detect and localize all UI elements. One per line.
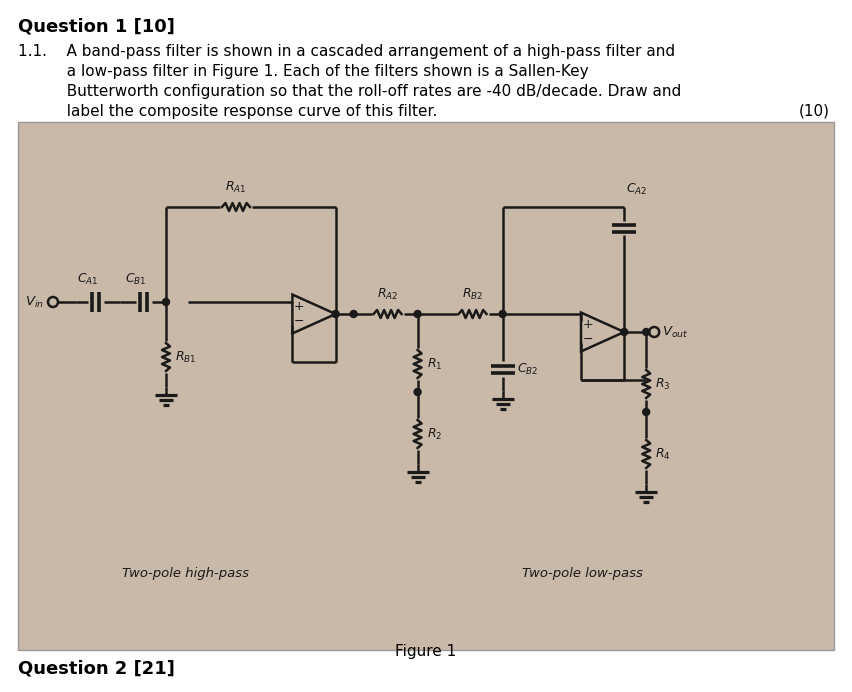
Circle shape: [642, 329, 649, 336]
Text: $R_{A2}$: $R_{A2}$: [377, 287, 398, 302]
Text: Two-pole low-pass: Two-pole low-pass: [521, 567, 642, 580]
Circle shape: [620, 329, 627, 336]
Text: −: −: [293, 315, 304, 328]
Text: $R_2$: $R_2$: [426, 426, 441, 441]
Text: Question 2 [21]: Question 2 [21]: [18, 659, 175, 677]
Text: Figure 1: Figure 1: [395, 644, 456, 659]
Circle shape: [331, 311, 339, 318]
Text: $R_{B1}$: $R_{B1}$: [175, 349, 196, 365]
Text: $V_{out}$: $V_{out}$: [661, 325, 688, 340]
Text: Butterworth configuration so that the roll-off rates are -40 dB/decade. Draw and: Butterworth configuration so that the ro…: [18, 84, 681, 99]
Circle shape: [413, 311, 421, 318]
Text: $C_{B1}$: $C_{B1}$: [125, 272, 147, 287]
Circle shape: [498, 311, 505, 318]
Text: label the composite response curve of this filter.: label the composite response curve of th…: [18, 104, 437, 119]
Text: −: −: [582, 333, 592, 346]
Text: 1.1.    A band-pass filter is shown in a cascaded arrangement of a high-pass fil: 1.1. A band-pass filter is shown in a ca…: [18, 44, 674, 59]
Text: $R_1$: $R_1$: [426, 356, 441, 372]
Text: Two-pole high-pass: Two-pole high-pass: [123, 567, 249, 580]
Circle shape: [349, 311, 357, 318]
Text: $R_3$: $R_3$: [654, 376, 670, 392]
FancyBboxPatch shape: [18, 122, 833, 650]
Circle shape: [163, 298, 170, 305]
Circle shape: [413, 388, 421, 396]
Text: $R_{B2}$: $R_{B2}$: [462, 287, 483, 302]
Text: $C_{A1}$: $C_{A1}$: [78, 272, 99, 287]
Text: (10): (10): [798, 104, 829, 119]
Text: $C_{A2}$: $C_{A2}$: [625, 182, 647, 197]
Text: $R_{A1}$: $R_{A1}$: [225, 180, 246, 195]
Text: a low-pass filter in Figure 1. Each of the filters shown is a Sallen-Key: a low-pass filter in Figure 1. Each of t…: [18, 64, 588, 79]
Text: $C_{B2}$: $C_{B2}$: [516, 361, 538, 376]
Text: $R_4$: $R_4$: [654, 446, 670, 462]
Circle shape: [642, 408, 649, 415]
Text: Question 1 [10]: Question 1 [10]: [18, 17, 175, 35]
Text: +: +: [293, 300, 304, 313]
Text: $V_{in}$: $V_{in}$: [25, 295, 44, 309]
Text: +: +: [581, 318, 592, 331]
